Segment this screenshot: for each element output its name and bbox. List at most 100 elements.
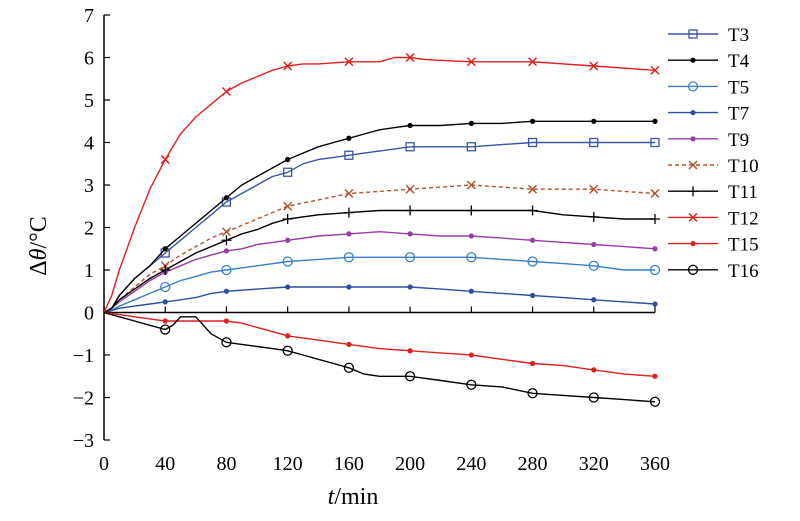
marker-shape: [160, 281, 171, 293]
legend-marker: [687, 81, 699, 92]
data-point: [223, 195, 230, 201]
y-tick-label: 2: [84, 218, 94, 240]
marker-shape: [529, 237, 536, 243]
data-point: [650, 188, 660, 199]
data-point: [652, 301, 658, 307]
data-point: [527, 388, 538, 399]
data-point: [223, 248, 230, 254]
x-tick-label: 120: [273, 453, 303, 475]
data-point: [285, 237, 291, 243]
x-axis-title: t/min: [328, 484, 379, 510]
data-point: [404, 371, 416, 382]
legend-entry-T4: T4: [668, 51, 750, 72]
marker-shape: [528, 184, 538, 194]
data-point: [589, 184, 599, 194]
data-point: [468, 120, 474, 126]
marker-shape: [162, 318, 168, 324]
series-T11: [103, 205, 660, 314]
marker-shape: [405, 205, 416, 216]
y-tick-label: −3: [73, 430, 94, 452]
data-point: [160, 324, 171, 335]
marker-shape: [688, 160, 698, 170]
data-point: [588, 392, 599, 403]
marker-shape: [527, 388, 538, 399]
data-point: [162, 318, 168, 324]
data-point: [343, 252, 355, 263]
x-tick-label: 0: [99, 453, 109, 475]
marker-shape: [588, 211, 599, 222]
data-point: [588, 211, 599, 222]
y-tick-label: −1: [73, 345, 94, 367]
data-point: [160, 154, 170, 165]
marker-shape: [649, 264, 661, 276]
marker-shape: [688, 212, 698, 222]
marker-shape: [589, 61, 599, 71]
legend-label: T11: [728, 182, 758, 203]
data-point: [221, 264, 232, 276]
x-axis-title-italic: t: [328, 484, 336, 510]
marker-shape: [160, 324, 171, 335]
data-point: [282, 214, 293, 224]
series-line: [103, 256, 655, 314]
data-point: [466, 252, 477, 263]
marker-shape: [405, 142, 415, 152]
legend-entry-T3: T3: [668, 25, 749, 46]
legend-label: T15: [728, 235, 759, 256]
data-point: [468, 352, 474, 358]
data-point: [407, 284, 413, 290]
marker-shape: [652, 118, 658, 124]
marker-shape: [652, 246, 658, 252]
data-point: [529, 360, 536, 367]
legend-marker: [690, 110, 696, 116]
legend-marker: [690, 136, 696, 142]
legend-entry-T16: T16: [668, 261, 759, 282]
data-point: [285, 333, 291, 339]
y-tick-label: 6: [84, 48, 94, 70]
x-tick-label: 360: [640, 453, 670, 475]
marker-shape: [588, 260, 599, 271]
marker-shape: [527, 205, 538, 216]
data-point: [405, 52, 415, 63]
marker-shape: [529, 292, 536, 299]
data-point: [346, 284, 352, 290]
marker-shape: [591, 241, 597, 248]
data-point: [283, 167, 293, 177]
marker-shape: [690, 57, 696, 63]
marker-shape: [223, 248, 230, 254]
marker-shape: [468, 120, 474, 126]
data-point: [283, 61, 293, 71]
legend-entry-T11: T11: [668, 182, 758, 203]
data-point: [649, 264, 661, 276]
marker-shape: [344, 150, 354, 160]
data-point: [223, 288, 230, 294]
data-point: [652, 246, 658, 252]
marker-shape: [283, 167, 293, 177]
marker-shape: [407, 348, 413, 354]
marker-shape: [344, 57, 354, 67]
marker-shape: [160, 154, 170, 165]
marker-shape: [527, 137, 538, 148]
series-lines: [103, 52, 661, 407]
legend-label: T5: [728, 77, 749, 98]
legend-marker: [688, 29, 698, 39]
marker-shape: [223, 318, 230, 324]
legend-entry-T10: T10: [668, 156, 759, 177]
y-tick-label: 1: [84, 260, 94, 282]
marker-shape: [468, 288, 474, 294]
marker-shape: [343, 362, 355, 373]
marker-shape: [466, 57, 476, 67]
data-point: [652, 118, 658, 124]
marker-shape: [285, 237, 291, 243]
x-tick-label: 40: [155, 453, 175, 475]
data-point: [588, 260, 599, 271]
data-point: [282, 256, 293, 267]
marker-shape: [221, 235, 232, 246]
legend-label: T16: [728, 261, 759, 282]
x-tick-label: 280: [518, 453, 548, 475]
marker-shape: [589, 137, 599, 148]
axes: −3 −2 −1 0 1 2 3 4 5 6 7 0 40 80 120 160 200 240 280 320 360: [73, 5, 670, 475]
marker-shape: [649, 396, 661, 407]
series-line: [103, 231, 656, 314]
data-point: [529, 292, 536, 299]
